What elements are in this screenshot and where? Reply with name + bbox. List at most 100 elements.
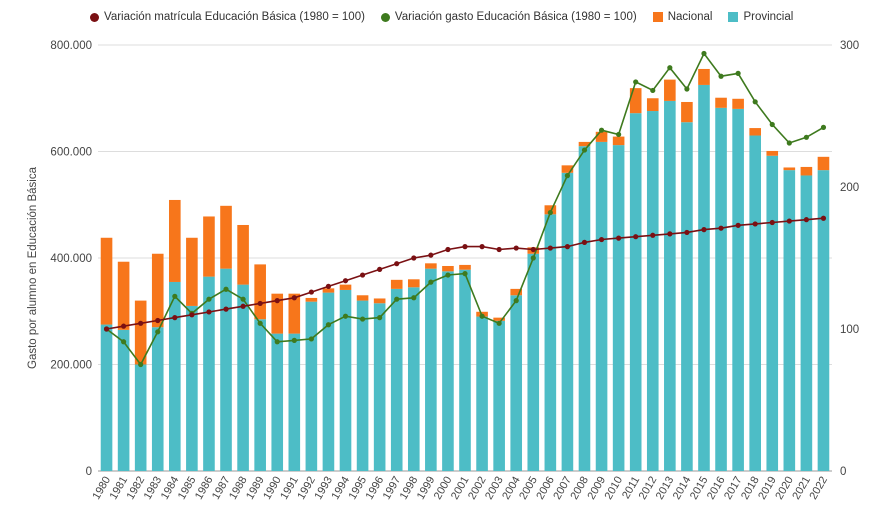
point-gasto (325, 322, 332, 328)
point-matricula (377, 266, 383, 272)
y2-tick-label: 0 (840, 466, 846, 478)
bar-nacional (749, 128, 761, 136)
y-tick-label: 800.000 (50, 40, 92, 52)
point-matricula (325, 283, 332, 289)
point-gasto (377, 315, 383, 321)
point-gasto (308, 336, 314, 342)
point-matricula (684, 229, 690, 236)
point-matricula (530, 246, 536, 253)
bar-nacional (715, 97, 727, 108)
point-gasto (240, 296, 246, 302)
point-gasto (138, 361, 144, 368)
bar-nacional (288, 293, 301, 334)
bar-nacional (169, 199, 181, 282)
bar-provincial (356, 300, 369, 471)
point-matricula (138, 320, 144, 326)
bar-nacional (305, 297, 318, 302)
legend-item-matricula[interactable]: Variación matrícula Educación Básica (19… (90, 11, 365, 23)
point-gasto (462, 271, 468, 277)
y-tick-label: 400.000 (50, 253, 92, 265)
bar-nacional (459, 264, 471, 270)
bar-nacional (612, 136, 625, 146)
point-gasto (155, 329, 161, 335)
point-matricula (445, 246, 451, 253)
point-matricula (564, 244, 571, 250)
bar-nacional (203, 216, 215, 277)
point-gasto (650, 87, 656, 94)
bar-provincial (442, 271, 454, 471)
x-tick-label: 2010 (603, 475, 626, 502)
bar-provincial (117, 329, 130, 471)
point-gasto (172, 293, 178, 299)
bar-provincial (715, 107, 727, 472)
bar-provincial (203, 276, 215, 471)
legend-item-gasto[interactable]: Variación gasto Educación Básica (1980 =… (380, 11, 637, 23)
bar-nacional (425, 263, 437, 269)
point-matricula (462, 244, 468, 250)
bar-nacional (681, 101, 693, 123)
point-matricula (103, 326, 110, 332)
bar-nacional (186, 237, 198, 306)
point-matricula (581, 239, 588, 245)
bar-provincial (493, 320, 505, 471)
legend-label-nacional: Nacional (667, 11, 713, 23)
point-matricula (291, 295, 297, 301)
point-matricula (547, 245, 553, 251)
bar-provincial (407, 287, 420, 471)
bar-nacional (595, 131, 608, 142)
point-gasto (513, 298, 519, 304)
point-matricula (342, 278, 349, 284)
point-gasto (257, 320, 263, 326)
bar-provincial (271, 333, 284, 471)
point-gasto (598, 127, 605, 133)
point-gasto (428, 279, 434, 285)
point-gasto (718, 73, 724, 79)
bar-provincial (390, 288, 403, 471)
legend-item-provincial[interactable]: Provincial (728, 11, 793, 23)
bar-nacional (390, 279, 403, 289)
bar-provincial (476, 316, 488, 471)
point-matricula (240, 303, 246, 309)
legend-label-gasto: Variación gasto Educación Básica (1980 =… (394, 11, 637, 23)
bar-provincial (339, 289, 352, 471)
bar-provincial (254, 319, 266, 471)
point-gasto (684, 86, 690, 92)
point-matricula (257, 300, 263, 307)
bar-provincial (169, 281, 181, 471)
bars (100, 68, 830, 472)
point-matricula (428, 252, 434, 258)
y-tick-label: 200.000 (50, 360, 92, 372)
bar-nacional (578, 141, 591, 147)
bar-provincial (322, 292, 335, 471)
point-gasto (223, 286, 229, 292)
legend-swatch-matricula (90, 12, 99, 22)
bar-provincial (186, 305, 198, 471)
point-matricula (206, 309, 212, 315)
bar-provincial (681, 122, 693, 472)
bar-nacional (800, 166, 813, 176)
bar-nacional (698, 68, 710, 85)
bar-provincial (527, 253, 540, 471)
point-matricula (616, 235, 622, 241)
legend-item-nacional[interactable]: Nacional (652, 11, 713, 23)
point-matricula (803, 217, 809, 223)
bar-provincial (800, 175, 813, 471)
bar-provincial (544, 214, 557, 471)
bar-provincial (305, 301, 318, 471)
bar-nacional (766, 150, 779, 156)
bar-nacional (322, 288, 335, 293)
y2-tick-label: 100 (840, 324, 859, 336)
lines (103, 50, 827, 368)
point-matricula (411, 255, 417, 261)
bar-nacional (237, 224, 249, 285)
legend-label-provincial: Provincial (743, 11, 794, 23)
point-matricula (155, 317, 161, 324)
point-gasto (820, 124, 827, 130)
bar-nacional (373, 298, 386, 304)
bar-provincial (510, 295, 523, 471)
bar-nacional (783, 167, 796, 171)
point-gasto (803, 134, 809, 140)
point-gasto (752, 99, 758, 105)
point-matricula (479, 244, 485, 250)
y2-tick-label: 200 (840, 182, 859, 194)
